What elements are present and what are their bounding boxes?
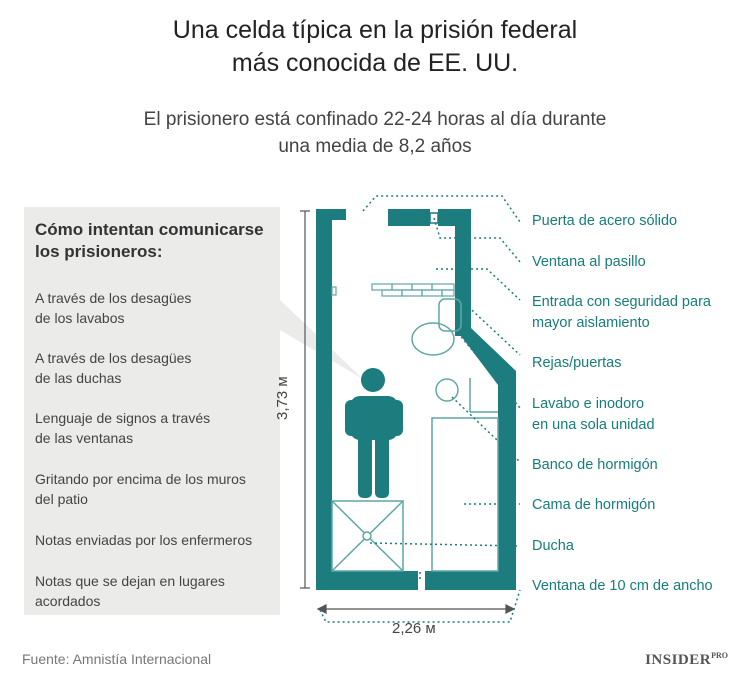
security-bars <box>331 283 455 297</box>
method-item: A través de los desagües de las duchas <box>35 348 275 388</box>
logo-text: INSIDER <box>645 652 712 668</box>
method-line: del patio <box>35 491 88 507</box>
top-wall-left <box>316 209 346 220</box>
dimension-lines <box>300 210 516 614</box>
method-line: A través de los desagües <box>35 350 192 366</box>
communication-panel: Cómo intentan comunicarse los prisionero… <box>24 207 280 615</box>
method-item: Gritando por encima de los muros del pat… <box>35 469 275 509</box>
source-credit: Fuente: Amnistía Internacional <box>22 651 212 667</box>
panel-title-line-2: los prisioneros: <box>35 242 163 261</box>
shower <box>331 500 404 572</box>
bottom-wall-right <box>425 571 516 590</box>
label-window: Ventana de 10 cm de ancho <box>532 578 713 594</box>
diagonal-wall <box>455 328 516 385</box>
method-line: Notas que se dejan en lugares <box>35 573 225 589</box>
method-line: de las duchas <box>35 370 122 386</box>
cell-walls <box>316 209 516 590</box>
method-item: A través de los desagües de los lavabos <box>35 288 275 328</box>
label-security-entry-line-2: mayor aislamiento <box>532 315 650 331</box>
label-sink-toilet: Lavabo e inodoro en una sola unidad <box>532 394 655 436</box>
title-line-1: Una celda típica en la prisión federal <box>172 16 578 44</box>
prisoner-figure <box>345 368 403 498</box>
logo-suffix: PRO <box>711 651 728 660</box>
insider-pro-logo: INSIDERPRO <box>645 651 728 669</box>
sink-toilet-unit <box>411 298 462 356</box>
title-line-2: más conocida de EE. UU. <box>231 49 519 77</box>
method-item: Notas que se dejan en lugares acordados <box>35 571 275 611</box>
label-bed: Cama de hormigón <box>532 497 656 513</box>
label-sink-toilet-line-1: Lavabo e inodoro <box>532 396 645 412</box>
method-line: Gritando por encima de los muros <box>35 471 246 487</box>
label-bars: Rejas/puertas <box>532 355 622 371</box>
subtitle-line-2: una media de 8,2 años <box>278 136 472 157</box>
method-line: A través de los desagües <box>35 290 192 306</box>
label-security-entry-line-1: Entrada con seguridad para <box>532 294 711 310</box>
width-dimension-label: 2,26 м <box>392 620 436 637</box>
method-line: Lenguaje de signos a través <box>35 410 211 426</box>
steel-door <box>388 209 430 226</box>
label-sink-toilet-line-2: en una sola unidad <box>532 417 655 433</box>
subtitle-line-1: El prisionero está confinado 22-24 horas… <box>143 109 607 130</box>
method-line: acordados <box>35 593 101 609</box>
panel-title-line-1: Cómo intentan comunicarse <box>35 220 264 239</box>
right-wall-lower <box>498 371 516 590</box>
label-bench: Banco de hormigón <box>532 457 658 473</box>
method-item: Lenguaje de signos a través de las venta… <box>35 408 275 448</box>
method-line: Notas enviadas por los enfermeros <box>35 532 253 548</box>
label-hallway-window: Ventana al pasillo <box>532 254 646 270</box>
method-line: de los lavabos <box>35 310 125 326</box>
page-subtitle: El prisionero está confinado 22-24 horas… <box>0 106 750 160</box>
leader-lines <box>319 195 521 623</box>
concrete-bench <box>435 378 459 402</box>
bottom-wall-left <box>316 571 418 590</box>
label-security-entry: Entrada con seguridad para mayor aislami… <box>532 292 711 334</box>
left-wall <box>316 209 332 590</box>
height-dimension-label: 3,73 м <box>274 376 291 420</box>
right-wall-upper <box>455 209 471 336</box>
concrete-bed <box>431 378 499 572</box>
method-item: Notas enviadas por los enfermeros <box>35 530 275 550</box>
label-steel-door: Puerta de acero sólido <box>532 213 678 229</box>
method-line: de las ventanas <box>35 430 134 446</box>
label-shower: Ducha <box>532 538 574 554</box>
panel-title: Cómo intentan comunicarse los prisionero… <box>35 219 275 263</box>
page-title: Una celda típica en la prisión federal m… <box>0 14 750 80</box>
